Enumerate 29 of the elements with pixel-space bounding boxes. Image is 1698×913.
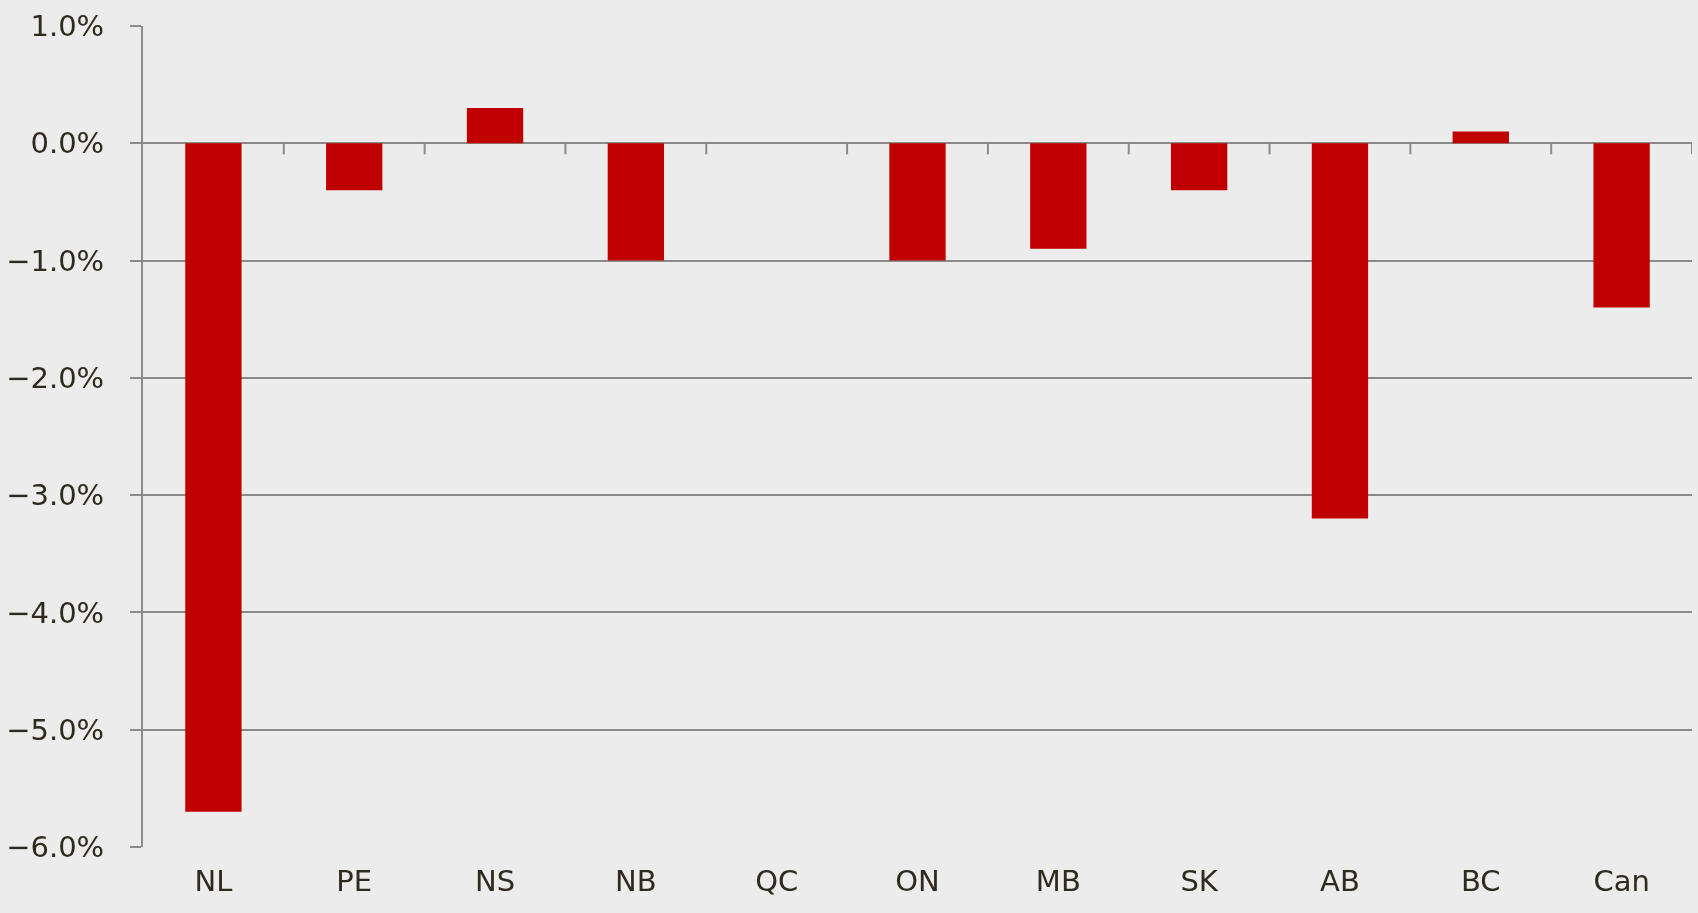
x-tick-label: BC xyxy=(1460,864,1501,898)
x-tick-label: Can xyxy=(1593,864,1650,898)
y-tick-label: −6.0% xyxy=(6,830,105,865)
bar xyxy=(607,143,665,261)
x-tick-label: PE xyxy=(336,864,373,898)
x-tick-label: NL xyxy=(194,864,233,898)
x-tick-label: NS xyxy=(475,864,516,898)
bar xyxy=(466,108,524,144)
x-tick-label: ON xyxy=(895,864,940,898)
bar xyxy=(1170,143,1228,191)
x-tick-label: QC xyxy=(755,864,799,898)
bar xyxy=(185,143,242,812)
y-tick-label: −2.0% xyxy=(6,361,105,396)
bar xyxy=(889,143,946,261)
bar xyxy=(1311,143,1369,519)
y-tick-label: −1.0% xyxy=(6,243,105,278)
y-tick-label: −3.0% xyxy=(6,478,105,513)
x-tick-label: SK xyxy=(1180,864,1219,898)
y-tick-label: 1.0% xyxy=(30,9,105,44)
bar xyxy=(326,143,383,191)
bar xyxy=(1030,143,1087,249)
y-tick-label: 0.0% xyxy=(30,126,105,161)
bar xyxy=(1452,131,1509,144)
x-tick-label: MB xyxy=(1035,864,1081,898)
y-tick-label: −5.0% xyxy=(6,712,105,747)
y-tick-label: −4.0% xyxy=(6,595,105,630)
bar xyxy=(1593,143,1650,308)
x-tick-label: NB xyxy=(615,864,657,898)
x-tick-label: AB xyxy=(1320,864,1360,898)
